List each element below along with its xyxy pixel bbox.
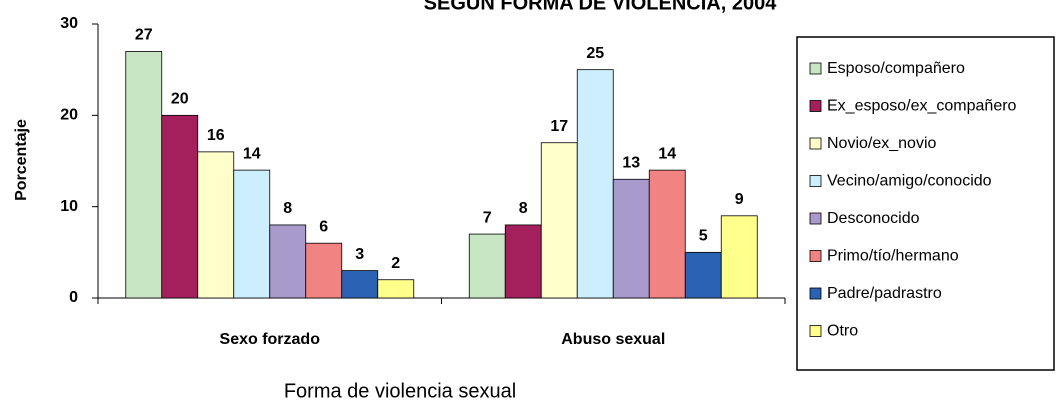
legend-swatch (809, 137, 822, 150)
legend-swatch (809, 250, 822, 262)
x-tick-label: Sexo forzado (220, 331, 321, 348)
data-label: 25 (586, 45, 604, 62)
bar (197, 151, 235, 299)
legend-swatch (809, 62, 822, 75)
data-label: 14 (243, 145, 261, 162)
bar (468, 233, 506, 299)
bar (233, 169, 271, 299)
data-label: 8 (519, 200, 528, 217)
y-tick-label: 0 (69, 289, 78, 306)
legend-box (796, 36, 1055, 371)
bar (504, 224, 542, 299)
legend-swatch (809, 100, 822, 112)
data-label: 27 (135, 27, 153, 44)
bar (341, 270, 379, 299)
data-label: 5 (699, 228, 708, 245)
legend-label: Otro (827, 323, 858, 340)
legend-label: Primo/tío/hermano (827, 248, 959, 265)
data-label: 6 (319, 218, 328, 235)
data-label: 13 (622, 154, 640, 171)
bar (305, 242, 343, 299)
legend-swatch (809, 175, 822, 187)
y-axis-title: Porcentaje (13, 119, 30, 201)
y-tick-label: 10 (60, 198, 78, 215)
data-label: 2 (391, 255, 400, 272)
bar (125, 51, 163, 299)
chart-title: SEGÚN FORMA DE VIOLENCIA, 2004 (424, 0, 778, 14)
bar (377, 279, 415, 299)
legend-label: Padre/padrastro (827, 285, 942, 302)
data-label: 8 (283, 200, 292, 217)
legend-swatch (809, 212, 822, 225)
bar (269, 224, 307, 299)
x-axis-title: Forma de violencia sexual (284, 380, 516, 402)
bar (720, 215, 758, 299)
bar (684, 251, 722, 299)
legend-label: Novio/ex_novio (827, 135, 937, 152)
y-tick-label: 20 (60, 107, 78, 124)
data-label: 20 (171, 91, 189, 108)
bar (648, 169, 686, 299)
data-label: 7 (483, 209, 492, 226)
bar (161, 114, 199, 299)
legend-label: Ex_esposo/ex_compañero (827, 98, 1017, 115)
bar (576, 69, 614, 299)
data-label: 14 (658, 145, 676, 162)
y-tick-label: 30 (60, 15, 78, 32)
data-label: 17 (550, 118, 568, 135)
bar (540, 142, 578, 299)
data-label: 3 (355, 246, 364, 263)
data-label: 16 (207, 127, 225, 144)
legend-swatch (809, 325, 822, 337)
legend-swatch (809, 287, 822, 300)
legend-label: Esposo/compañero (827, 60, 965, 77)
data-label: 9 (735, 191, 744, 208)
legend-label: Desconocido (827, 210, 920, 227)
x-tick-label: Abuso sexual (561, 331, 665, 348)
bar (612, 178, 650, 299)
legend-label: Vecino/amigo/conocido (827, 173, 992, 190)
